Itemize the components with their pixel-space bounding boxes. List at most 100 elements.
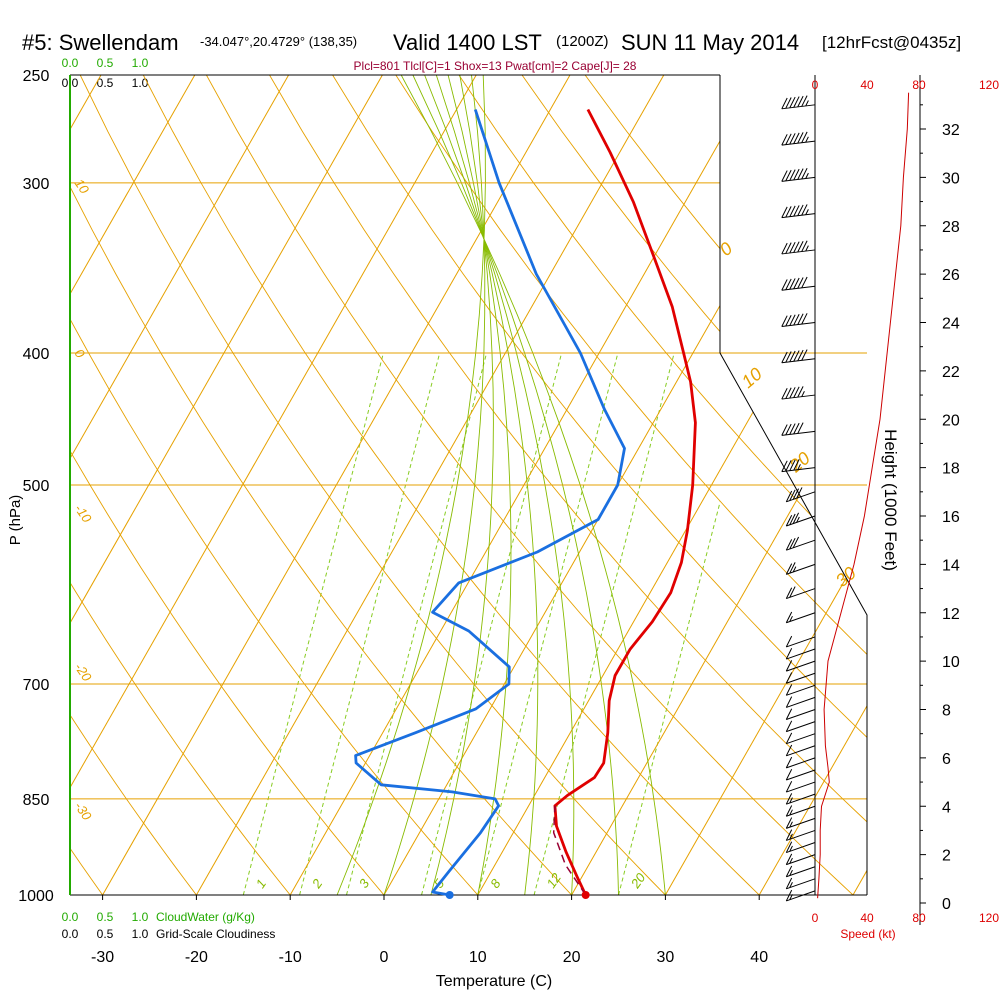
cloud-scale-top-label: 1.0 [132,56,149,70]
mixing-ratio-line [618,500,720,895]
temperature-tick-label: 20 [563,949,581,966]
height-tick-label: 12 [942,606,960,623]
isotherm [664,75,867,895]
wind-barb [785,768,816,781]
temperature-tick-label: 40 [750,949,768,966]
speed-tick-label: 80 [912,78,926,92]
height-tick-label: 20 [942,412,960,429]
pressure-tick-label: 700 [23,677,50,694]
temperature-tick-label: 30 [657,949,675,966]
wind-barb [781,131,816,146]
wind-barb [781,95,816,110]
pressure-tick-label: 250 [23,68,50,85]
moist-adiabat [430,75,494,895]
speed-axis-label: Speed (kt) [840,927,895,941]
cloud-scale-top-label: 0.0 [62,56,79,70]
wind-barb [785,512,816,527]
height-tick-label: 16 [942,509,960,526]
mixing-ratio-label: 20 [627,870,649,892]
wind-barb [785,648,816,660]
theta-label: 10 [738,364,766,392]
mixing-ratio-label: 2 [308,876,325,892]
height-tick-label: 28 [942,219,960,236]
dry-adiabat [458,75,867,895]
station-title: #5: Swellendam [22,30,179,55]
dewpoint-surface-point [445,891,454,899]
mixing-ratio-line [421,352,563,895]
x-axis-label: Temperature (C) [436,973,552,990]
mixing-ratio-line [477,352,619,895]
valid-zulu: (1200Z) [556,33,609,50]
pressure-tick-label: 500 [23,478,50,495]
wind-barb [781,204,816,219]
cloud-scale-bottom-label: 0.0 [62,927,79,941]
wind-barb [785,536,816,551]
temperature-tick-label: -30 [91,949,114,966]
moist-adiabat [435,75,539,895]
wind-barb [781,349,816,364]
wind-barb [781,459,816,473]
moist-adiabat [383,75,486,895]
mixing-ratio-label: 1 [253,876,269,891]
pressure-tick-label: 850 [23,792,50,809]
wind-barb [785,793,816,805]
height-tick-label: 0 [942,896,951,913]
dry-adiabat [142,75,760,895]
valid-time: Valid 1400 LST [393,30,542,55]
isotherm [70,75,290,895]
isotherm [0,75,7,895]
temperature-tick-label: 10 [469,949,487,966]
speed-tick-label: 120 [979,911,999,925]
wind-barb [785,487,816,503]
dry-adiabat-label: -20 [72,660,96,685]
mixing-ratio-line [299,352,441,895]
parcel-profile [552,805,587,896]
wind-barb [785,817,816,829]
wind-barb [785,877,816,890]
wind-barb [785,829,816,841]
wind-barb [781,422,816,436]
temperature-tick-label: -10 [279,949,302,966]
height-tick-label: 14 [942,557,960,574]
cloud-scale-top-label: 0.5 [97,76,114,90]
wind-barb [781,386,816,400]
sounding-indices: Plcl=801 Tlcl[C]=1 Shox=13 Pwat[cm]=2 Ca… [354,59,637,73]
isotherm [70,75,196,895]
wind-barb [785,720,816,733]
wind-barb [785,660,816,672]
height-tick-label: 8 [942,703,951,720]
valid-date: SUN 11 May 2014 [621,30,799,55]
dry-adiabat [206,75,854,895]
temperature-tick-label: -20 [185,949,208,966]
dry-adiabat [79,75,666,895]
dry-adiabat [70,75,479,895]
wind-barb [785,841,816,854]
speed-tick-label: 0 [812,911,819,925]
dry-adiabat [70,75,291,895]
height-axis-label: Height (1000 Feet) [881,429,900,571]
dry-adiabat [395,75,867,895]
theta-label: 20 [785,448,814,477]
pressure-tick-label: 300 [23,176,50,193]
wind-barb [785,853,816,866]
sounding-series [354,108,697,899]
wind-speed-profile [817,92,910,899]
isotherm [758,75,867,895]
wind-barb [785,672,816,684]
height-tick-label: 18 [942,461,960,478]
theta-label: 0 [716,238,737,260]
speed-tick-label: 40 [860,911,874,925]
height-tick-label: 2 [942,848,951,865]
dry-adiabat-label: -30 [72,799,96,824]
wind-barb [781,276,816,291]
wind-barb [785,744,816,757]
y-axis-label: P (hPa) [7,495,24,546]
wind-barb [785,805,816,817]
height-tick-label: 4 [942,799,951,816]
cloud-scale-bottom-label: 0.0 [62,910,79,924]
dry-adiabat-label: -10 [72,501,96,526]
wind-barb [785,756,816,769]
isotherm [852,75,867,895]
